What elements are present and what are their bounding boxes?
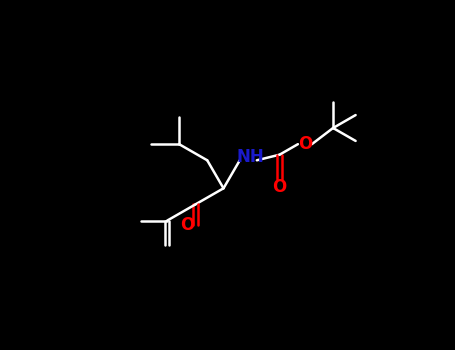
Text: NH: NH bbox=[237, 148, 264, 166]
Text: O: O bbox=[273, 178, 287, 196]
Text: O: O bbox=[298, 135, 312, 153]
Text: O: O bbox=[181, 217, 195, 235]
